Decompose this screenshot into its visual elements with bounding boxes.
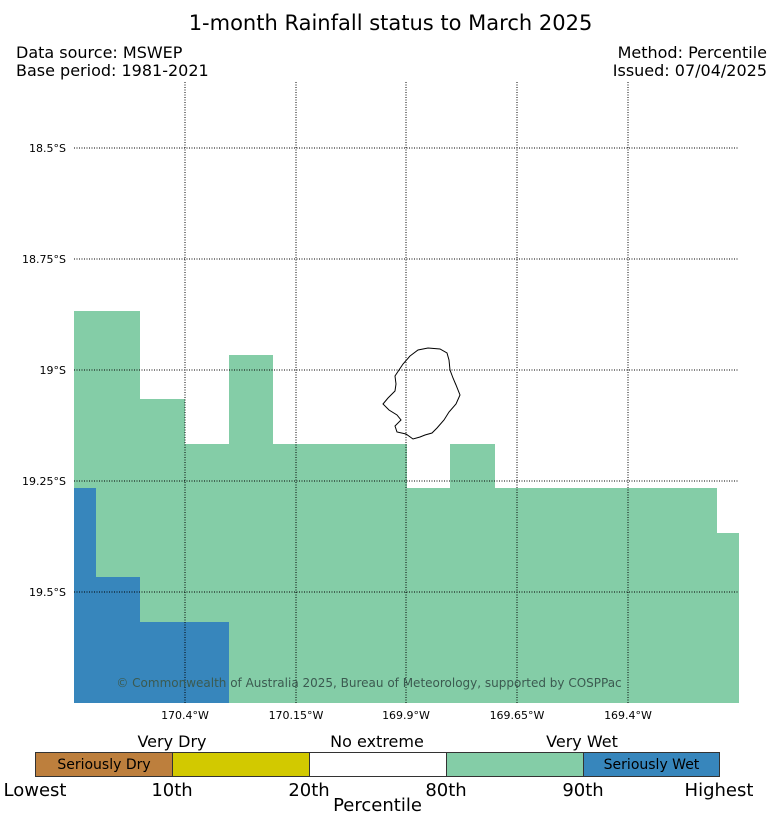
issued-date: Issued: 07/04/2025 [612,61,767,80]
wet-cell [450,444,495,703]
lat-label: 19.25°S [22,475,66,488]
lon-label: 169.65°W [489,709,545,722]
lon-label: 169.4°W [604,709,652,722]
lon-label: 170.4°W [161,709,209,722]
legend-axis-label: Percentile [333,795,422,816]
wet-cell [494,488,717,703]
lat-label: 18.5°S [29,142,66,155]
legend-box-very-dry [172,752,310,777]
legend-tick: Highest [684,780,754,801]
legend-box-seriously-dry: Seriously Dry [35,752,173,777]
graticule [74,82,739,703]
lat-label: 19°S [39,364,66,377]
copyright-notice: © Commonwealth of Australia 2025, Bureau… [116,676,622,690]
wet-cell [229,355,273,703]
legend-group-no-extreme: No extreme [330,732,424,751]
wet-cell [273,444,407,703]
base-period: Base period: 1981-2021 [16,61,209,80]
lat-label: 18.75°S [22,253,66,266]
legend-group-very-wet: Very Wet [546,732,618,751]
wet-cell [406,488,451,703]
lon-label: 170.15°W [268,709,324,722]
legend-box-no-extreme [309,752,447,777]
legend-tick: 90th [562,780,604,801]
wet-cell [716,533,739,703]
header-left: Data source: MSWEP Base period: 1981-202… [16,44,209,80]
lat-label: 19.5°S [29,586,66,599]
legend-box-seriously-wet: Seriously Wet [583,752,720,777]
legend-tick: 20th [288,780,330,801]
map-title: 1-month Rainfall status to March 2025 [188,11,593,35]
method: Method: Percentile [617,43,767,62]
data-source: Data source: MSWEP [16,43,183,62]
niue-coastline [382,347,461,440]
legend-group-very-dry: Very Dry [137,732,207,751]
header-right: Method: Percentile Issued: 07/04/2025 [613,44,767,80]
seriously-wet-cell [74,622,229,703]
legend-box-very-wet [446,752,584,777]
legend-tick: 80th [425,780,467,801]
legend-tick: Lowest [3,780,67,801]
legend-tick: 10th [151,780,193,801]
rainfall-grid-cells [74,311,739,703]
lon-label: 169.9°W [382,709,430,722]
